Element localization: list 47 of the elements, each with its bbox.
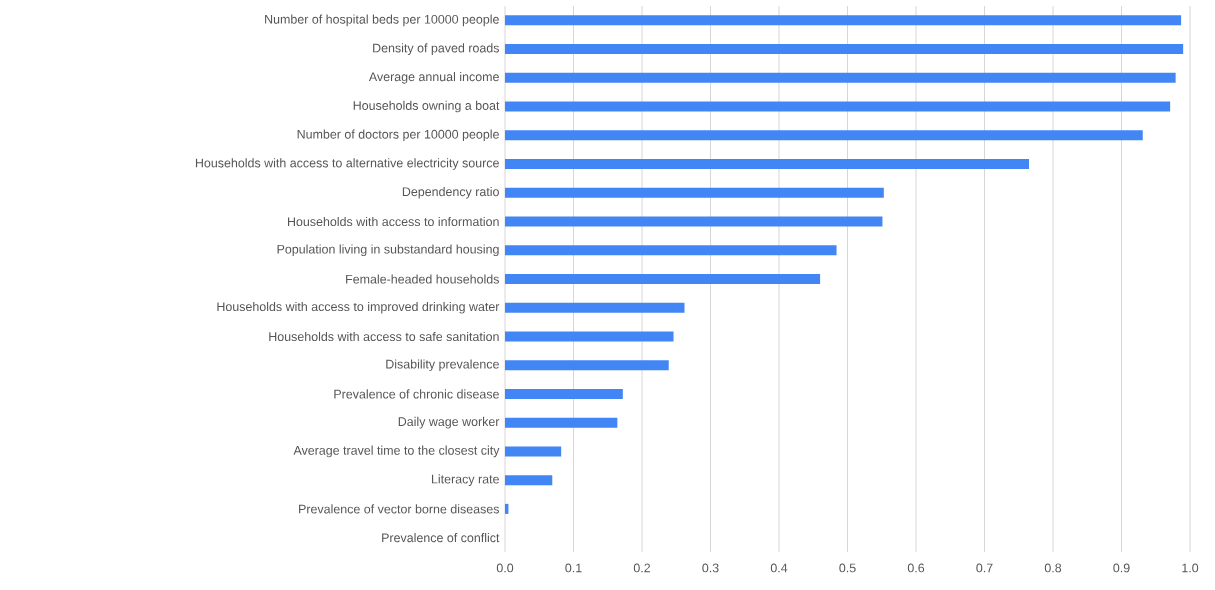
- y-tick-label: Average travel time to the closest city: [293, 445, 500, 458]
- y-tick-label: Households with access to safe sanitation: [269, 331, 499, 342]
- x-tick-label: 0.1: [565, 563, 582, 573]
- y-tick-label: Dependency ratio: [402, 186, 499, 199]
- bar: [505, 446, 562, 457]
- y-tick-label: Population living in substandard housing: [277, 244, 499, 257]
- bar: [505, 388, 623, 399]
- bar: [505, 331, 674, 342]
- y-tick-label: Literacy rate: [431, 474, 499, 486]
- y-tick-label: Average annual income: [368, 72, 499, 84]
- y-tick-label: Number of hospital beds per 10000 people: [265, 14, 499, 27]
- bar: [505, 187, 884, 198]
- y-tick-label: Density of paved roads: [373, 43, 500, 55]
- x-tick-label: 0.4: [770, 563, 788, 573]
- bar: [505, 245, 837, 256]
- x-tick-label: 0.2: [633, 563, 651, 573]
- y-tick-label: Households with access to information: [288, 216, 499, 227]
- y-tick-label: Households with access to alternative electricity source: [195, 158, 499, 170]
- bar: [505, 273, 821, 284]
- y-tick-label: Prevalence of chronic disease: [334, 389, 499, 399]
- bar: [505, 72, 1176, 83]
- bar: [505, 130, 1143, 141]
- x-tick-label: 0.9: [1113, 563, 1130, 573]
- bar: [505, 417, 618, 428]
- bar: [505, 44, 1184, 55]
- y-tick-label: Female-headed households: [346, 274, 499, 284]
- bar: [505, 360, 669, 371]
- bar: [505, 216, 883, 227]
- bar: [505, 101, 1171, 112]
- x-tick-label: 0.6: [907, 563, 925, 573]
- y-tick-label: Prevalence of conflict: [382, 533, 500, 543]
- x-tick-label: 0.7: [976, 563, 993, 573]
- bar: [505, 15, 1182, 26]
- bar: [505, 302, 685, 313]
- bar: [505, 159, 1030, 170]
- x-tick-label: 0.8: [1044, 563, 1062, 573]
- y-tick-label: Disability prevalence: [386, 359, 499, 371]
- x-tick-label: 0.3: [702, 563, 719, 573]
- y-tick-label: Prevalence of vector borne diseases: [299, 504, 500, 514]
- y-tick-label: Households with access to improved drinking water: [217, 301, 500, 314]
- x-tick-label: 1.0: [1182, 563, 1199, 573]
- x-tick-label: 0.0: [496, 563, 514, 573]
- y-tick-label: Daily wage worker: [398, 416, 500, 429]
- bar: [505, 475, 553, 486]
- y-tick-label: Households owning a boat: [353, 100, 500, 113]
- x-tick-label: 0.5: [839, 563, 856, 573]
- y-tick-label: Number of doctors per 10000 people: [297, 129, 499, 142]
